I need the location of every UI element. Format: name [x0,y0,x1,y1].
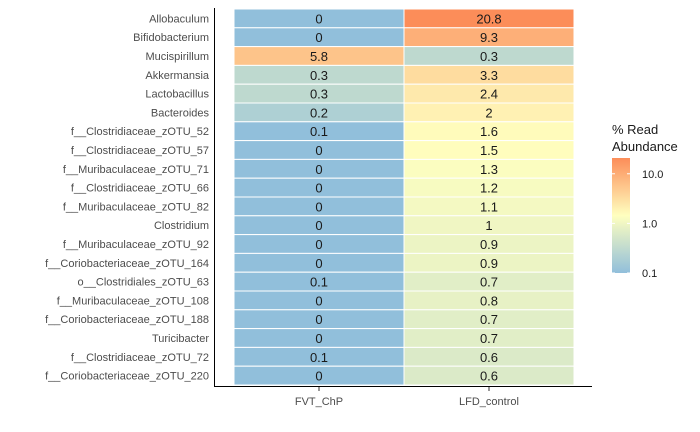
cell-value-label: 0 [315,256,322,271]
cell-value-label: 0 [315,162,322,177]
row-label: o__Clostridiales_zOTU_63 [78,277,209,289]
cell-value-label: 1.2 [480,181,498,196]
legend-title-line2: Abundance [612,139,678,154]
cell-value-label: 0 [315,237,322,252]
row-labels: Allobaculum Bifidobacterium Mucispirillum A… [45,13,210,382]
row-label: f__Coriobacteriaceae_zOTU_188 [45,314,209,326]
row-label: Allobaculum [149,13,209,25]
cell-value-label: 1.5 [480,143,498,158]
cell-value-label: 0.3 [480,49,498,64]
cell-value-label: 0.7 [480,331,498,346]
row-label: f__Clostridiaceae_zOTU_52 [71,126,209,138]
cell-value-label: 0.6 [480,369,498,384]
cell-value-label: 0 [315,369,322,384]
cell-value-label: 0.7 [480,275,498,290]
cell-value-label: 0 [315,312,322,327]
cell-value-label: 0.3 [310,68,328,83]
row-label: f__Muribaculaceae_zOTU_71 [63,164,209,176]
cell-value-label: 1.1 [480,199,498,214]
cell-value-label: 0.6 [480,350,498,365]
cell-value-label: 0.9 [480,237,498,252]
row-label: f__Coriobacteriaceae_zOTU_220 [45,371,209,383]
cell-value-label: 0.7 [480,312,498,327]
row-label: Bacteroides [151,107,210,119]
cell-value-label: 1.3 [480,162,498,177]
row-label: Mucispirillum [145,51,209,63]
column-label: FVT_ChP [295,396,343,408]
cell-value-label: 0.1 [310,275,328,290]
legend-tick-label: 10.0 [642,169,663,181]
row-label: f__Muribaculaceae_zOTU_108 [57,295,209,307]
legend-tick-label: 1.0 [642,218,657,230]
cell-value-label: 0.1 [310,124,328,139]
cell-value-label: 0.1 [310,350,328,365]
row-label: f__Coriobacteriaceae_zOTU_164 [45,258,209,270]
color-legend: % Read Abundance 0.1 1.0 10.0 [612,122,678,280]
cell-value-label: 1.6 [480,124,498,139]
cell-value-label: 9.3 [480,30,498,45]
cell-value-label: 2 [485,105,492,120]
cell-value-label: 0.2 [310,105,328,120]
cell-value-label: 0 [315,181,322,196]
cell-value-label: 0.9 [480,256,498,271]
cell-value-label: 0 [315,293,322,308]
legend-color-bar [612,158,630,273]
cell-value-label: 20.8 [476,11,501,26]
legend-title-line1: % Read [612,122,658,137]
row-label: Bifidobacterium [133,32,209,44]
cell-value-label: 0 [315,218,322,233]
cell-value-label: 0.3 [310,87,328,102]
cell-value-label: 0 [315,199,322,214]
legend-ticks: 0.1 1.0 10.0 [612,169,663,280]
cell-value-label: 2.4 [480,87,498,102]
row-label: Lactobacillus [145,89,209,101]
cell-value-label: 3.3 [480,68,498,83]
row-label: f__Muribaculaceae_zOTU_92 [63,239,209,251]
cell-value-label: 5.8 [310,49,328,64]
row-label: f__Clostridiaceae_zOTU_66 [71,183,209,195]
row-label: f__Muribaculaceae_zOTU_82 [63,201,209,213]
row-label: Clostridium [154,220,209,232]
column-labels: FVT_ChP LFD_control [295,387,519,408]
heatmap-cell [403,365,575,386]
heatmap-cells: 0 20.8 0 9.3 5.8 0.3 0.3 3.3 0.3 2.4 0.2 2 0.1 1.6 0 1.… [233,8,575,386]
cell-value-label: 0 [315,11,322,26]
row-label: Turicibacter [152,333,209,345]
row-label: f__Clostridiaceae_zOTU_72 [71,352,209,364]
cell-value-label: 1 [485,218,492,233]
row-label: f__Clostridiaceae_zOTU_57 [71,145,209,157]
cell-value-label: 0 [315,30,322,45]
cell-value-label: 0 [315,331,322,346]
legend-tick-label: 0.1 [642,268,657,280]
row-label: Akkermansia [145,70,209,82]
column-label: LFD_control [459,396,519,408]
cell-value-label: 0 [315,143,322,158]
cell-value-label: 0.8 [480,293,498,308]
